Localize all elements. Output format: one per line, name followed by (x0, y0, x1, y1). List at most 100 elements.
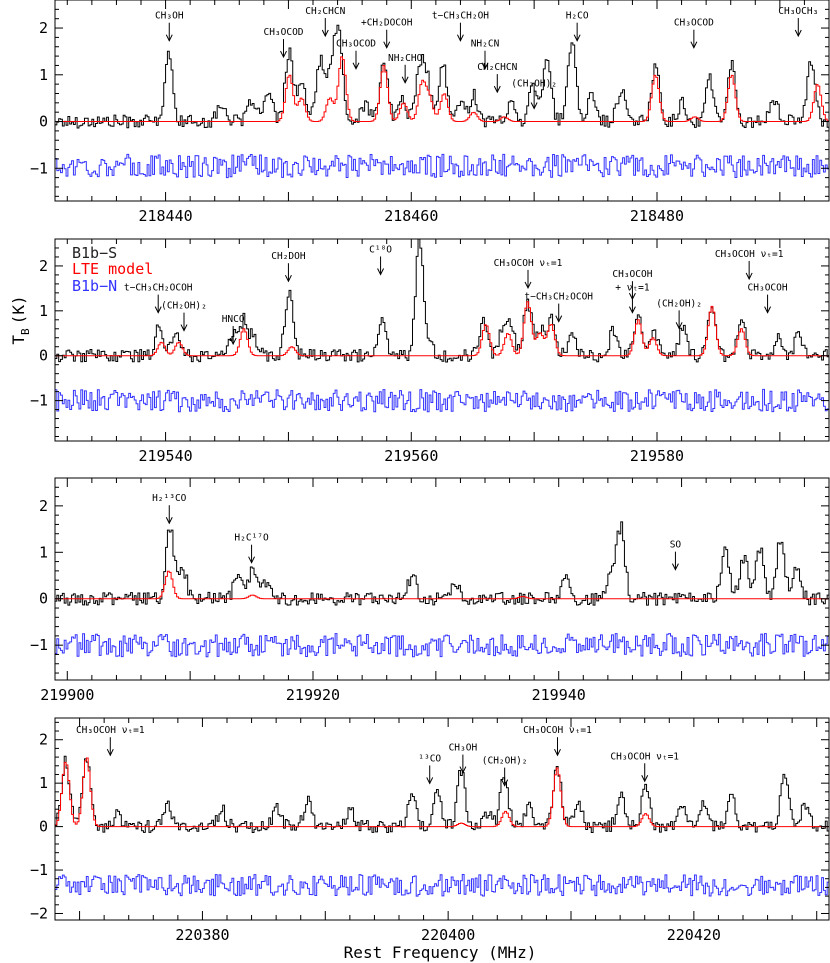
svg-text:t−CH₃CH₂OCOH: t−CH₃CH₂OCOH (124, 283, 193, 294)
svg-text:(CH₂OH)₂: (CH₂OH)₂ (161, 301, 207, 312)
x-axis-title: Rest Frequency (MHz) (344, 943, 537, 962)
y-tick-label: 1 (39, 66, 48, 84)
arrow-head (524, 281, 532, 290)
y-tick-label: 0 (39, 347, 48, 365)
line-id-label: CH₂CHCN (477, 62, 518, 94)
x-tick-label: 220380 (175, 926, 229, 944)
arrow-head (501, 779, 509, 787)
svg-text:(CH₂OH)₂: (CH₂OH)₂ (656, 298, 702, 309)
x-tick-label: 219560 (384, 447, 438, 465)
line-id-label: CH₃OCOD (336, 39, 376, 70)
svg-text:CH₂CHCN: CH₂CHCN (477, 62, 517, 73)
panel-frame-1 (54, 0, 830, 202)
line-id-label: CH₂DOH (271, 251, 306, 283)
y-tick-label: −1 (30, 392, 48, 410)
line-id-label: CH₃OCH₃ (778, 6, 818, 38)
y-tick-label: −1 (30, 636, 48, 654)
x-tick-label: 220400 (421, 926, 475, 944)
arrow-head (573, 34, 581, 42)
line-id-label: CH₃OCOH νₜ=1 (715, 249, 784, 281)
svg-text:CH₃OCOH νₜ=1: CH₃OCOH νₜ=1 (523, 725, 592, 736)
line-id-label: CH₃OCOD (263, 27, 304, 59)
line-id-label: t−CH₃CH₂OH (432, 11, 489, 42)
series-lte-model-panel-4 (55, 757, 829, 828)
arrow-head (530, 102, 538, 110)
arrow-head (690, 41, 698, 49)
arrow-head (456, 34, 464, 42)
line-id-label: HNCO (222, 314, 245, 346)
line-id-label: C¹⁸O (369, 244, 392, 276)
svg-text:CH₃OCOH: CH₃OCOH (748, 283, 788, 294)
legend-entry-b1b-s: B1b−S (72, 244, 117, 262)
x-tick-label: 218460 (384, 207, 438, 225)
panel-frame-3 (54, 477, 830, 681)
x-tick-label: 218440 (138, 207, 192, 225)
svg-text:CH₃OCOH νₜ=1: CH₃OCOH νₜ=1 (494, 258, 563, 269)
x-tick-label: 219580 (630, 447, 684, 465)
svg-text:SO: SO (670, 540, 682, 551)
svg-text:+CH₂DOCOH: +CH₂DOCOH (361, 18, 413, 29)
line-id-label: CH₂CHCN (305, 6, 346, 38)
y-tick-label: 0 (39, 590, 48, 608)
arrow-head (352, 62, 360, 70)
arrow-head (280, 50, 287, 59)
line-id-label: H₂¹³CO (152, 493, 187, 525)
arrow-head (764, 306, 772, 314)
y-tick-label: 2 (39, 731, 48, 749)
arrow-head (229, 337, 237, 346)
x-tick-label: 219900 (40, 686, 94, 704)
arrow-head (248, 556, 256, 564)
svg-text:CH₃OCOD: CH₃OCOD (674, 18, 714, 29)
line-id-label: +CH₂DOCOH (361, 18, 413, 49)
svg-text:NH₂CN: NH₂CN (471, 39, 500, 50)
arrow-head (401, 76, 409, 84)
series-b1b-n-panel-4 (55, 873, 829, 897)
svg-text:CH₂DOH: CH₂DOH (271, 251, 306, 262)
svg-text:H₂C¹⁷O: H₂C¹⁷O (234, 533, 269, 544)
line-id-label: t−CH₃CH₂OCOH (524, 292, 593, 323)
arrow-head (426, 777, 434, 785)
svg-text:CH₂CHCN: CH₂CHCN (305, 6, 345, 17)
y-tick-label: −2 (30, 904, 48, 922)
svg-text:CH₃OCH₃: CH₃OCH₃ (778, 6, 818, 17)
svg-text:H₂CO: H₂CO (566, 11, 589, 22)
svg-text:CH₃OH: CH₃OH (449, 743, 478, 754)
line-id-label: CH₃OH (449, 743, 478, 774)
x-tick-label: 219940 (532, 686, 586, 704)
svg-text:TB(K): TB (K) (9, 295, 32, 344)
arrow-head (180, 324, 188, 332)
y-tick-label: 2 (39, 497, 48, 515)
arrow-head (481, 62, 489, 70)
arrow-head (675, 322, 683, 330)
svg-text:HNCO: HNCO (222, 314, 245, 325)
series-b1b-n-panel-3 (55, 633, 829, 658)
y-tick-label: −1 (30, 861, 48, 879)
svg-text:CH₃OH: CH₃OH (155, 11, 184, 22)
svg-text:¹³CO: ¹³CO (418, 753, 441, 764)
series-b1b-s-panel-2 (55, 239, 829, 363)
y-tick-label: −1 (30, 159, 48, 177)
arrow-head (106, 748, 114, 757)
series-lte-model-panel-3 (55, 570, 829, 600)
arrow-head (641, 775, 649, 783)
line-id-label: CH₃OCOH νₜ=1 (494, 258, 563, 290)
line-id-label: H₂CO (566, 11, 589, 42)
x-tick-label: 219920 (286, 686, 340, 704)
spectrum-panel-1: 218440 218460 218480−1012CH₃OHCH₃OCODCH₂CH… (30, 0, 830, 225)
legend: B1b−S LTE model B1b−N (72, 244, 153, 295)
line-id-label: NH₂CHO (388, 53, 423, 84)
line-id-label: CH₃OH (155, 11, 184, 42)
svg-text:CH₃OCOH: CH₃OCOH (612, 269, 652, 280)
spectrum-panel-3: 219900 219920 219940 −1 0 1 2 H₂¹³CO H₂C¹⁷O SO (30, 477, 830, 704)
x-tick-label: 218480 (630, 207, 684, 225)
arrow-head (745, 272, 753, 281)
svg-text:CH₃OCOD: CH₃OCOD (263, 27, 303, 38)
svg-text:(CH₂OH)₂: (CH₂OH)₂ (482, 756, 528, 767)
y-tick-label: 1 (39, 302, 48, 320)
y-tick-label: 1 (39, 543, 48, 561)
y-tick-label: 2 (39, 257, 48, 275)
line-id-label: ¹³CO (418, 753, 441, 785)
arrow-head (459, 766, 467, 774)
y-axis-title-sub: B (19, 328, 32, 335)
